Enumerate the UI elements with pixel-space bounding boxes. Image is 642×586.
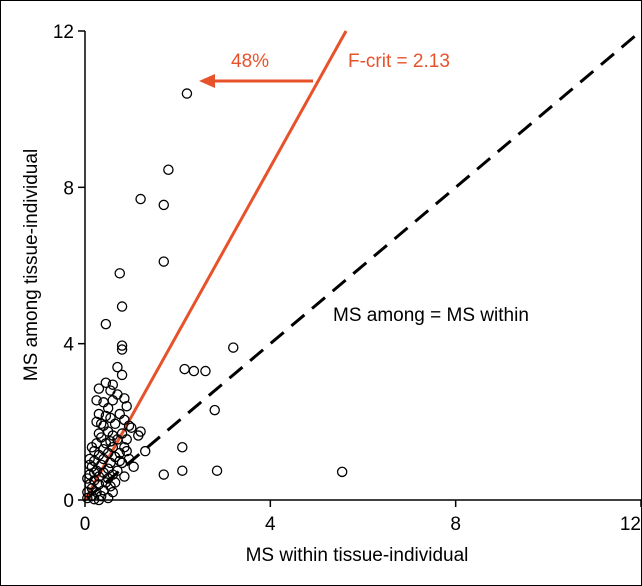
annotation-arrow [199, 74, 313, 88]
scatter-point [126, 422, 137, 433]
scatter-point [336, 466, 348, 478]
scatter-point [211, 465, 223, 476]
x-tick-label: 4 [265, 514, 276, 535]
scatter-point [109, 418, 121, 430]
scatter-point [89, 493, 100, 505]
scatter-point [158, 256, 170, 267]
scatter-point [158, 469, 170, 480]
axes [84, 31, 641, 501]
identity-line [84, 29, 641, 502]
identity-line-label: MS among = MS within [333, 305, 529, 326]
scatter-point [123, 420, 135, 431]
scatter-point [116, 344, 128, 355]
scatter-point [112, 434, 123, 445]
scatter-point [112, 361, 123, 373]
scatter-point [116, 457, 128, 469]
scatter-point [93, 408, 105, 420]
scatter-point [105, 436, 116, 447]
y-tick-label: 12 [53, 22, 74, 43]
scatter-point [114, 455, 126, 467]
scatter-point [100, 410, 112, 422]
scatter-point [93, 383, 105, 394]
scatter-point [188, 365, 200, 377]
x-axis-label: MS within tissue-individual [246, 545, 469, 566]
scatter-point [107, 395, 119, 406]
scatter-point [107, 379, 119, 390]
ticks: 0 4 8 12 0 4 8 12 [53, 22, 641, 535]
scatter-point [114, 408, 126, 420]
x-tick-label: 0 [80, 514, 91, 535]
scatter-point [228, 342, 239, 353]
scatter-point [112, 389, 123, 400]
scatter-point [107, 486, 119, 498]
scatter-point [116, 369, 128, 381]
x-tick-label: 12 [620, 514, 641, 535]
scatter-point [116, 301, 128, 312]
fcrit-line-label: F-crit = 2.13 [348, 51, 450, 72]
y-tick-label: 8 [63, 178, 74, 199]
scatter-point [128, 461, 139, 473]
scatter-point [177, 441, 188, 453]
scatter-point [91, 395, 102, 406]
scatter-point [179, 363, 190, 375]
scatter-point [163, 164, 174, 175]
scatter-point [200, 365, 211, 377]
scatter-point [135, 193, 146, 205]
scatter-point [82, 473, 93, 484]
scatter-point [158, 199, 170, 211]
y-axis-label: MS among tissue-individual [21, 149, 42, 381]
scatter-point [119, 414, 130, 426]
scatter-point [116, 340, 128, 351]
scatter-point [95, 418, 107, 430]
scatter-point [119, 393, 130, 404]
scatter-point [181, 88, 193, 99]
x-tick-label: 8 [450, 514, 461, 535]
data-points [82, 88, 348, 506]
scatter-point [139, 445, 151, 457]
scatter-point [121, 445, 132, 457]
scatter-point [119, 471, 130, 482]
scatter-point [86, 441, 98, 453]
scatter-point [102, 402, 114, 414]
scatter-point [114, 268, 126, 279]
scatter-point [105, 385, 116, 396]
y-tick-label: 0 [63, 491, 74, 512]
scatter-point [177, 465, 188, 476]
scatter-point [89, 467, 100, 478]
scatter-point [82, 492, 93, 504]
scatter-point [100, 318, 112, 330]
scatter-point [133, 430, 144, 441]
y-tick-label: 4 [63, 335, 74, 356]
scatter-point [121, 400, 132, 412]
reference-lines [83, 29, 641, 502]
scatter-point [209, 404, 220, 416]
scatter-point [100, 377, 112, 388]
percent-annotation: 48% [231, 51, 269, 72]
